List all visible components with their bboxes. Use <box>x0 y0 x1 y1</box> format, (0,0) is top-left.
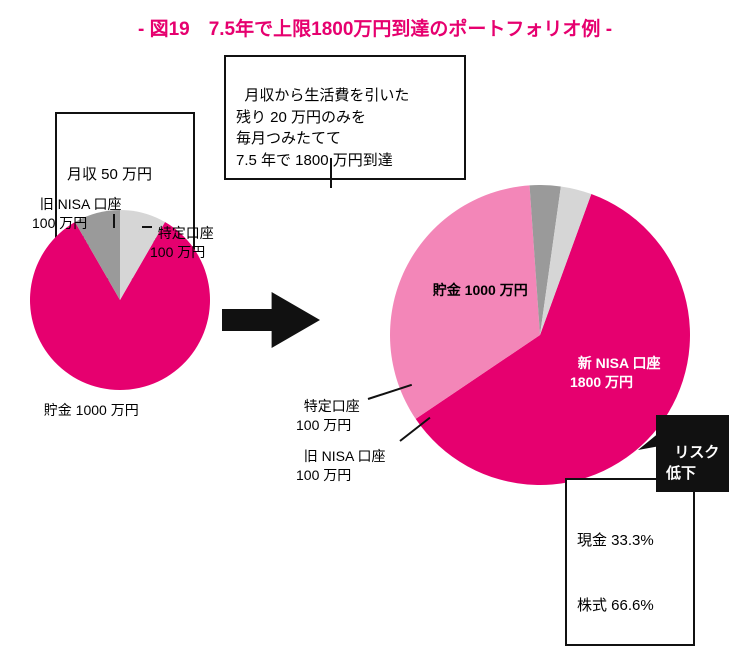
transition-arrow <box>222 290 326 350</box>
right-label-old-nisa: 旧 NISA 口座 100 万円 <box>296 428 385 485</box>
risk-text: リスク 低下 <box>666 444 719 481</box>
title-dash-right: - <box>606 19 612 40</box>
ratio-box: 現金 33.3% 株式 66.6% <box>565 478 695 646</box>
risk-badge-tail <box>636 426 660 450</box>
left-label-tokutei: 特定口座 100 万円 <box>150 205 214 262</box>
risk-badge: リスク 低下 <box>656 415 729 492</box>
plan-text: 月収から生活費を引いた 残り 20 万円のみを 毎月つみたてて 7.5 年で 1… <box>236 87 409 169</box>
title-dash-left: - <box>138 19 150 40</box>
plan-box: 月収から生活費を引いた 残り 20 万円のみを 毎月つみたてて 7.5 年で 1… <box>224 55 466 180</box>
left-tokutei-hline <box>142 226 152 228</box>
figure-title: - 図19 7.5年で上限1800万円到達のポートフォリオ例 - <box>0 14 750 41</box>
right-label-tokutei: 特定口座 100 万円 <box>296 378 360 435</box>
right-label-new-nisa: 新 NISA 口座 1800 万円 <box>570 335 661 392</box>
left-label-old-nisa: 旧 NISA 口座 100 万円 <box>32 176 121 233</box>
left-label-savings: 貯金 1000 万円 <box>36 382 139 420</box>
left-oldnisa-line <box>113 214 115 228</box>
title-text: 図19 7.5年で上限1800万円到達のポートフォリオ例 <box>150 19 601 40</box>
plan-callout-vline <box>330 158 332 188</box>
ratio-stock: 株式 66.6% <box>577 595 683 617</box>
right-label-savings: 貯金 1000 万円 <box>425 262 528 300</box>
